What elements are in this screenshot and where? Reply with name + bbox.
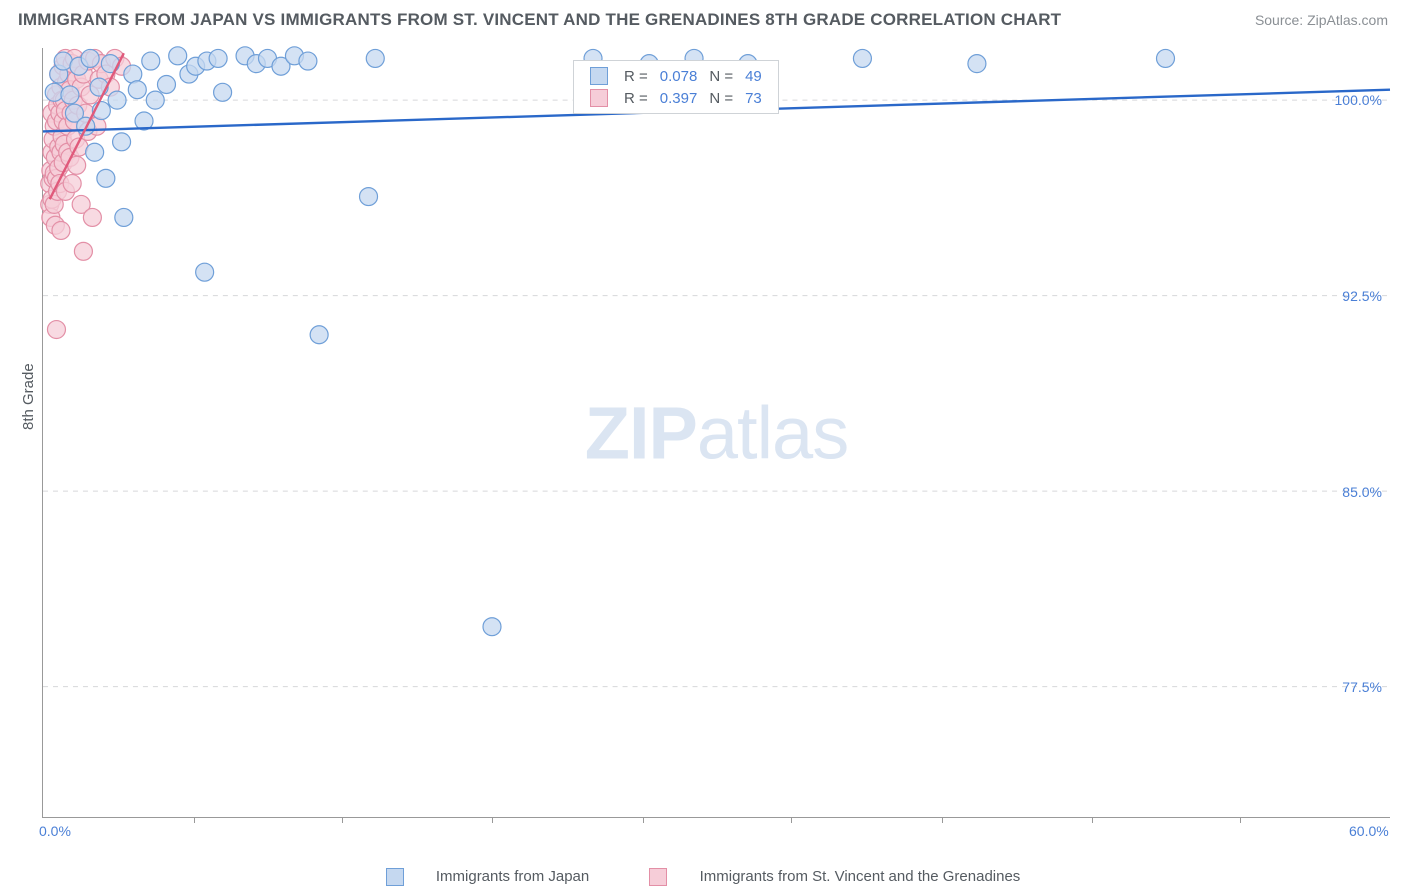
r-value-1: 0.078 bbox=[654, 65, 704, 87]
source-label: Source: ZipAtlas.com bbox=[1255, 12, 1388, 28]
bottom-legend-item-2: Immigrants from St. Vincent and the Gren… bbox=[635, 868, 1034, 885]
r-label: R = bbox=[618, 87, 654, 109]
x-tick-mark bbox=[791, 817, 792, 823]
bottom-legend-item-1: Immigrants from Japan bbox=[372, 868, 608, 885]
y-tick-label: 100.0% bbox=[1335, 92, 1382, 108]
n-label: N = bbox=[703, 87, 739, 109]
legend-label-japan: Immigrants from Japan bbox=[436, 868, 589, 885]
x-tick-mark bbox=[643, 817, 644, 823]
x-tick-mark bbox=[492, 817, 493, 823]
plot-area: ZIPatlas R = 0.078 N = 49 R = 0.397 N = … bbox=[42, 48, 1390, 818]
legend-row-2: R = 0.397 N = 73 bbox=[584, 87, 768, 109]
x-tick-label: 60.0% bbox=[1349, 823, 1389, 839]
r-label: R = bbox=[618, 65, 654, 87]
x-tick-mark bbox=[1240, 817, 1241, 823]
n-label: N = bbox=[703, 65, 739, 87]
n-value-2: 73 bbox=[739, 87, 768, 109]
n-value-1: 49 bbox=[739, 65, 768, 87]
y-tick-label: 92.5% bbox=[1342, 288, 1382, 304]
x-tick-mark bbox=[194, 817, 195, 823]
x-tick-mark bbox=[342, 817, 343, 823]
legend-label-svg: Immigrants from St. Vincent and the Gren… bbox=[700, 868, 1021, 885]
chart-svg bbox=[43, 48, 1390, 817]
legend-swatch-2 bbox=[590, 89, 608, 107]
legend-swatch-svg bbox=[649, 868, 667, 886]
legend-swatch-japan bbox=[386, 868, 404, 886]
legend-row-1: R = 0.078 N = 49 bbox=[584, 65, 768, 87]
legend-swatch-1 bbox=[590, 67, 608, 85]
x-tick-label: 0.0% bbox=[39, 823, 71, 839]
chart-title: IMMIGRANTS FROM JAPAN VS IMMIGRANTS FROM… bbox=[18, 10, 1061, 30]
r-value-2: 0.397 bbox=[654, 87, 704, 109]
y-tick-label: 85.0% bbox=[1342, 484, 1382, 500]
y-axis-label: 8th Grade bbox=[20, 363, 37, 430]
y-tick-label: 77.5% bbox=[1342, 679, 1382, 695]
bottom-legend: Immigrants from Japan Immigrants from St… bbox=[0, 868, 1406, 886]
x-tick-mark bbox=[942, 817, 943, 823]
correlation-legend: R = 0.078 N = 49 R = 0.397 N = 73 bbox=[573, 60, 779, 114]
x-tick-mark bbox=[1092, 817, 1093, 823]
